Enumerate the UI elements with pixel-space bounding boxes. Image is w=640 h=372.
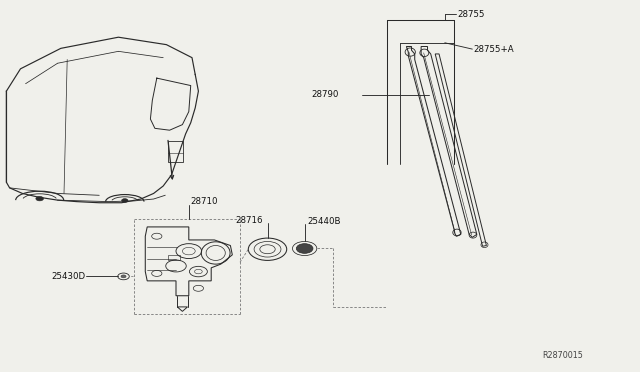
- Bar: [168, 141, 183, 162]
- Circle shape: [121, 275, 126, 278]
- Bar: [168, 255, 180, 260]
- Text: 28755+A: 28755+A: [474, 45, 514, 54]
- Circle shape: [122, 199, 128, 202]
- Text: 25430D: 25430D: [51, 272, 85, 281]
- Text: 28710: 28710: [190, 198, 218, 206]
- Circle shape: [36, 196, 44, 201]
- Text: 28755: 28755: [457, 10, 484, 19]
- Text: 28790: 28790: [312, 90, 339, 99]
- Text: R2870015: R2870015: [543, 351, 584, 360]
- Text: 28716: 28716: [235, 216, 262, 225]
- Text: 25440B: 25440B: [308, 217, 341, 226]
- Circle shape: [296, 244, 313, 253]
